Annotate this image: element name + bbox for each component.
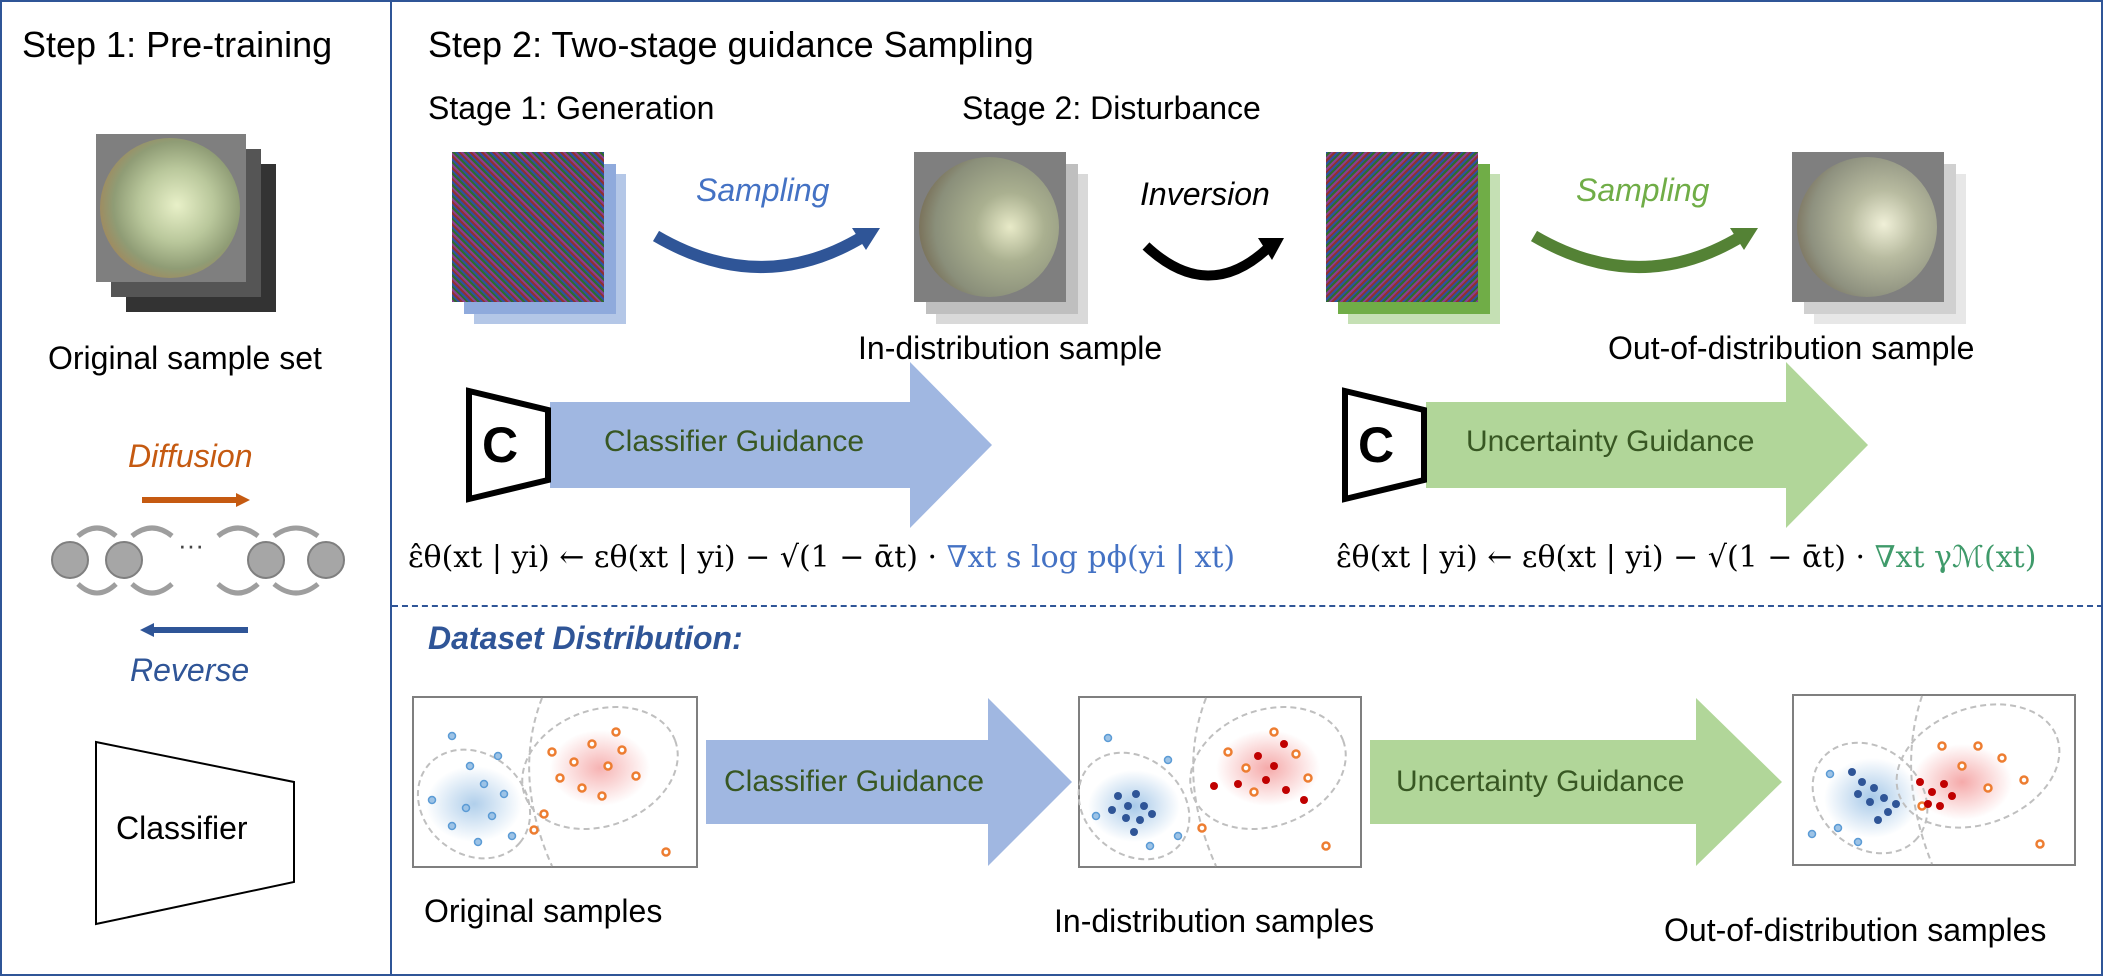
stage1-label: Stage 1: Generation — [428, 90, 715, 126]
state-node — [247, 541, 285, 579]
classifier-guidance-arrow — [550, 362, 992, 528]
fundus-image — [96, 134, 246, 282]
uncertainty-c: C — [1358, 417, 1394, 473]
in-dist-caption: In-distribution sample — [858, 330, 1163, 366]
formula-right-main: ε̂θ(xt | yi) ← εθ(xt | yi) − √(1 − ᾱt) · — [1336, 540, 1866, 575]
sample-set-caption: Original sample set — [48, 340, 322, 376]
dataset-title: Dataset Distribution: — [428, 620, 743, 656]
noise-image-stack-2 — [1326, 152, 1502, 326]
section-divider — [392, 605, 2103, 607]
fundus-image — [914, 152, 1066, 302]
ood-image-stack — [1792, 152, 1968, 326]
ood-samples-caption: Out-of-distribution samples — [1664, 912, 2047, 948]
formula-left-main: ε̂θ(xt | yi) ← εθ(xt | yi) − √(1 − ᾱt) · — [408, 540, 938, 575]
original-samples-caption: Original samples — [424, 893, 663, 929]
diffusion-chain — [51, 525, 345, 596]
uncertainty-guidance-label: Uncertainty Guidance — [1466, 425, 1755, 458]
classifier-c-icon: C — [466, 387, 551, 503]
classifier-label: Classifier — [116, 810, 248, 846]
stage2-label: Stage 2: Disturbance — [962, 90, 1261, 126]
in-dist-samples-caption: In-distribution samples — [1054, 903, 1375, 939]
uncertainty-formula: ε̂θ(xt | yi) ← εθ(xt | yi) − √(1 − ᾱt) ·… — [1336, 540, 2036, 575]
chain-ellipsis: ··· — [178, 530, 204, 560]
fundus-image — [1792, 152, 1944, 302]
sampling-label-green: Sampling — [1576, 172, 1710, 208]
scatter-ood — [1792, 694, 2076, 866]
step2-title: Step 2: Two-stage guidance Sampling — [428, 24, 1034, 65]
dataset-arrow2-label: Uncertainty Guidance — [1396, 765, 1685, 798]
noise-image — [452, 152, 604, 302]
classifier-guidance-label: Classifier Guidance — [604, 425, 865, 458]
noise-image — [1326, 152, 1478, 302]
state-node — [105, 541, 143, 579]
dataset-uncertainty-arrow — [1370, 698, 1782, 866]
formula-right-tail: ∇xt γℳ(xt) — [1874, 540, 2037, 575]
state-node — [51, 541, 89, 579]
step2-panel — [390, 0, 2103, 976]
diffusion-arrow — [142, 493, 250, 507]
inversion-label: Inversion — [1140, 176, 1270, 212]
dataset-classifier-arrow — [706, 698, 1072, 866]
classifier-shape — [95, 740, 295, 926]
noise-image-stack-1 — [452, 152, 628, 326]
sampling-arrow-blue — [652, 228, 880, 273]
inversion-arrow — [1142, 238, 1284, 281]
diffusion-label: Diffusion — [128, 438, 253, 474]
step1-title: Step 1: Pre-training — [22, 24, 333, 65]
reverse-arrow — [140, 623, 248, 637]
uncertainty-c-icon: C — [1342, 387, 1427, 503]
sampling-label-blue: Sampling — [696, 172, 830, 208]
state-node — [307, 541, 345, 579]
uncertainty-guidance-arrow — [1426, 362, 1868, 528]
ood-caption: Out-of-distribution sample — [1608, 330, 1975, 366]
classifier-c: C — [482, 417, 518, 473]
reverse-label: Reverse — [130, 652, 250, 688]
scatter-in-distribution — [1077, 696, 1362, 868]
sample-stack — [96, 134, 296, 324]
in-dist-image-stack — [914, 152, 1090, 326]
sampling-arrow-green — [1530, 228, 1758, 273]
scatter-original — [412, 696, 698, 868]
classifier-formula: ε̂θ(xt | yi) ← εθ(xt | yi) − √(1 − ᾱt) ·… — [408, 540, 1235, 575]
dataset-arrow1-label: Classifier Guidance — [724, 765, 985, 798]
formula-left-tail: ∇xt s log pϕ(yi | xt) — [946, 540, 1236, 575]
